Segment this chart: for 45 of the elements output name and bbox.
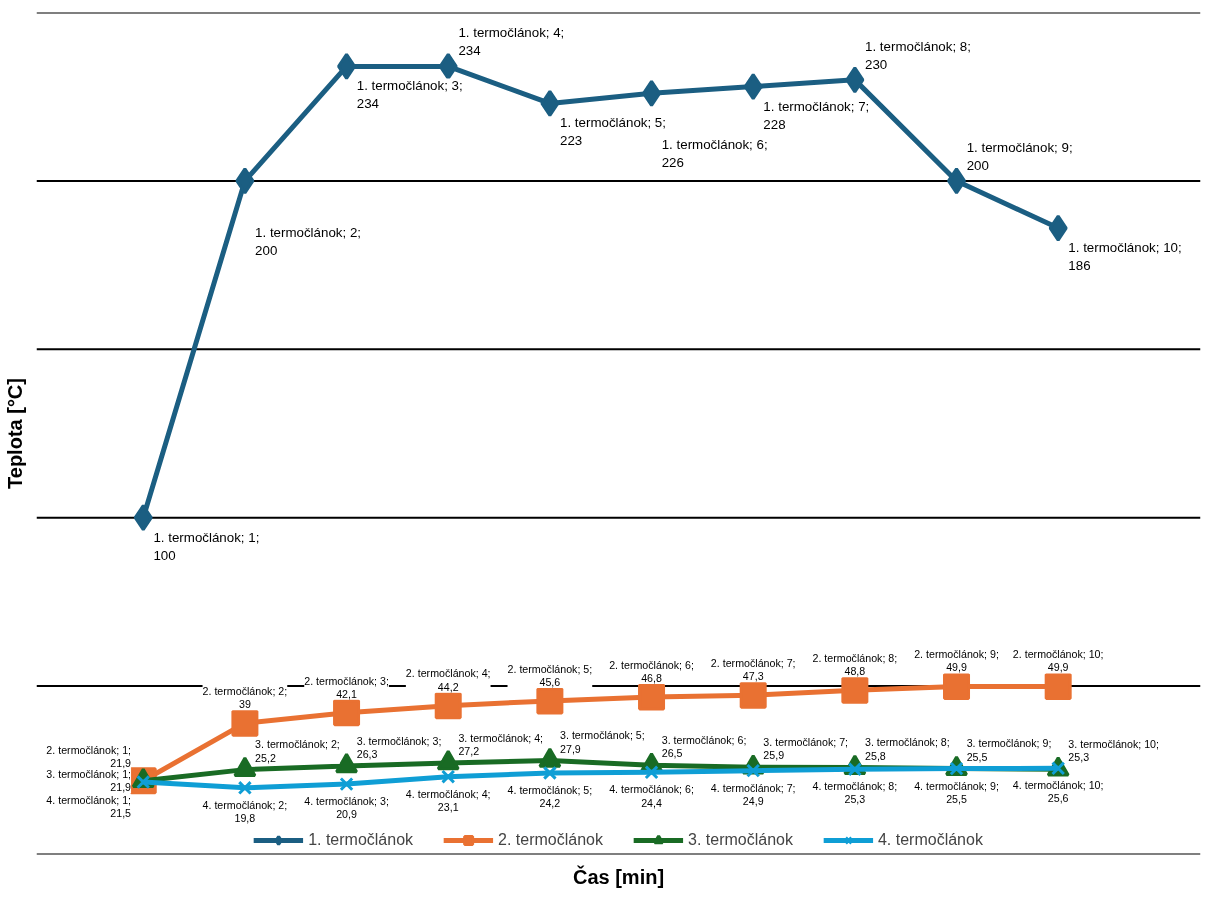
- data-label: 2. termočlánok; 1; 21,9: [46, 743, 132, 769]
- data-label: 1. termočlánok; 4; 234: [458, 25, 565, 59]
- data-label: 4. termočlánok; 8; 25,3: [812, 780, 898, 806]
- data-label: 2. termočlánok; 10; 49,9: [1012, 648, 1104, 674]
- data-label: 3. termočlánok; 2; 25,2: [255, 738, 340, 764]
- data-label: 3. termočlánok; 1; 21,9: [46, 768, 132, 794]
- data-label: 3. termočlánok; 5; 27,9: [560, 729, 645, 755]
- data-label: 1. termočlánok; 10; 186: [1068, 240, 1182, 274]
- data-label: 4. termočlánok; 4; 23,1: [405, 787, 491, 813]
- legend-label: 3. termočlánok: [688, 831, 793, 849]
- data-label: 2. termočlánok; 9; 49,9: [914, 648, 999, 674]
- data-label: 4. termočlánok; 5; 24,2: [507, 783, 593, 810]
- data-label: 3. termočlánok; 9; 25,5: [966, 737, 1052, 763]
- data-label: 1. termočlánok; 2; 200: [255, 224, 362, 258]
- data-label: 3. termočlánok; 8; 25,8: [865, 736, 950, 762]
- y-axis-title: Teplota [°C]: [3, 378, 26, 489]
- legend-label: 1. termočlánok: [308, 831, 414, 849]
- data-label: 4. termočlánok; 1; 21,5: [46, 794, 132, 820]
- data-label: 2. termočlánok; 2; 39: [202, 684, 288, 711]
- data-label: 4. termočlánok; 6; 24,4: [609, 783, 694, 809]
- data-label: 3. termočlánok; 4; 27,2: [458, 731, 544, 757]
- data-label: 4. termočlánok; 2; 19,8: [202, 798, 288, 825]
- data-label: 4. termočlánok; 10; 25,6: [1012, 779, 1104, 805]
- data-label: 2. termočlánok; 6; 46,8: [609, 658, 694, 684]
- data-label: 1. termočlánok; 6; 226: [661, 137, 768, 171]
- data-label: 2. termočlánok; 3; 42,1: [304, 674, 389, 700]
- data-label: 3. termočlánok; 6; 26,5: [661, 734, 747, 760]
- data-label: 1. termočlánok; 8; 230: [865, 38, 971, 72]
- data-label: 1. termočlánok; 7; 228: [763, 98, 870, 132]
- data-label: 1. termočlánok; 1; 100: [153, 529, 260, 563]
- legend-label: 4. termočlánok: [877, 831, 983, 849]
- data-label: 3. termočlánok; 10; 25,3: [1068, 738, 1159, 764]
- data-label: 3. termočlánok; 3; 26,3: [356, 734, 442, 760]
- data-label: 4. termočlánok; 9; 25,5: [914, 779, 999, 805]
- data-label: 2. termočlánok; 4; 44,2: [405, 667, 491, 693]
- legend-label: 2. termočlánok: [498, 831, 603, 849]
- data-label: 1. termočlánok; 3; 234: [356, 78, 463, 112]
- data-label: 4. termočlánok; 3; 20,9: [304, 795, 389, 821]
- data-label: 2. termočlánok; 7; 47,3: [710, 656, 796, 683]
- data-label: 1. termočlánok; 9; 200: [966, 139, 1073, 173]
- data-label: 2. termočlánok; 5; 45,6: [507, 662, 593, 688]
- data-label: 4. termočlánok; 7; 24,9: [710, 781, 796, 807]
- data-label: 3. termočlánok; 7; 25,9: [763, 736, 849, 762]
- x-axis-title: Čas [min]: [572, 864, 665, 888]
- data-label: 2. termočlánok; 8; 48,8: [812, 651, 898, 678]
